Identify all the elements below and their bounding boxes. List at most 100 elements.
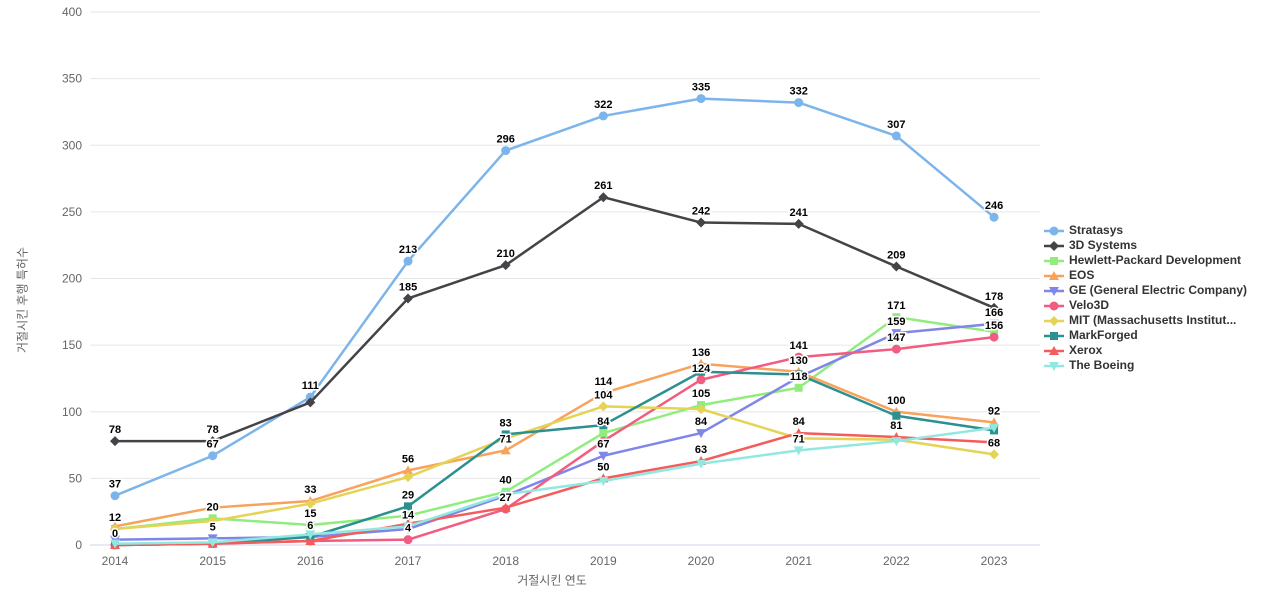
data-label: 84 [793,416,806,428]
data-label: 12 [109,512,121,524]
data-label: 15 [304,508,316,520]
data-label: 50 [597,461,609,473]
series-markforged [111,367,999,549]
legend-label: 3D Systems [1069,238,1138,252]
data-label: 141 [790,340,808,352]
data-label: 33 [304,484,316,496]
data-label: 29 [402,489,414,501]
data-label: 63 [695,444,707,456]
y-tick-label: 50 [69,471,83,485]
data-label: 213 [399,244,417,256]
data-label: 100 [887,395,905,407]
legend: Stratasys 3D Systems Hewlett-Packard Devel… [1044,223,1247,373]
x-tick-label: 2020 [688,554,715,568]
data-label: 71 [500,433,512,445]
legend-item-xerox[interactable]: Xerox [1044,343,1247,358]
data-label: 83 [500,417,512,429]
data-label: 78 [109,424,121,436]
data-label: 104 [594,389,613,401]
legend-item-markforged[interactable]: MarkForged [1044,328,1247,343]
data-label: 210 [497,248,515,260]
legend-item-mit-massachusetts-institut[interactable]: MIT (Massachusetts Institut... [1044,313,1247,328]
data-label: 185 [399,281,417,293]
legend-marker-icon [1044,361,1064,371]
data-label: 159 [887,316,905,328]
y-tick-label: 0 [75,538,82,552]
data-label: 27 [500,492,512,504]
data-label: 242 [692,206,710,218]
data-label: 114 [594,376,613,388]
x-tick-label: 2015 [199,554,226,568]
data-label: 322 [594,99,612,111]
legend-item-velo3d[interactable]: Velo3D [1044,298,1247,313]
series-ge-general-electric-company [110,319,1000,545]
legend-marker-icon [1044,240,1064,251]
y-tick-label: 200 [62,272,82,286]
data-label: 130 [790,355,808,367]
series-velo3d [110,332,999,550]
legend-item-the-boeing[interactable]: The Boeing [1044,358,1247,373]
data-label: 14 [402,509,415,521]
data-label: 111 [302,380,319,392]
x-axis-title: 거절시킨 연도 [517,573,587,588]
x-tick-label: 2017 [395,554,422,568]
legend-item-hewlett-packard-development[interactable]: Hewlett-Packard Development [1044,253,1247,268]
legend-label: The Boeing [1069,358,1135,372]
legend-marker-icon [1044,226,1064,235]
legend-label: Velo3D [1069,298,1110,312]
data-label: 84 [597,416,610,428]
y-tick-label: 100 [62,405,82,419]
y-axis-title: 거절시킨 후행 특허수 [15,246,30,354]
legend-item-eos[interactable]: EOS [1044,268,1247,283]
data-label: 241 [790,207,808,219]
y-tick-label: 250 [62,205,82,219]
data-label: 118 [790,371,808,383]
x-tick-label: 2019 [590,554,617,568]
data-label: 261 [594,180,612,192]
legend-item-3d-systems[interactable]: 3D Systems [1044,238,1247,253]
data-label: 37 [109,479,121,491]
x-tick-label: 2014 [102,554,129,568]
data-label: 178 [985,291,1003,303]
series-mit-massachusetts-institut [110,401,1000,535]
data-label: 296 [497,134,515,146]
y-tick-label: 400 [62,5,82,19]
data-label: 307 [887,119,905,131]
legend-label: EOS [1069,268,1095,282]
legend-marker-icon [1044,270,1064,280]
x-tick-label: 2021 [785,554,812,568]
legend-label: Stratasys [1069,223,1124,237]
legend-marker-icon [1044,286,1064,296]
data-label: 78 [207,424,219,436]
data-label: 84 [695,416,708,428]
data-label: 71 [793,433,805,445]
data-label: 5 [210,521,216,533]
data-label: 67 [597,439,609,451]
series-stratasys [110,94,999,501]
x-tick-label: 2023 [981,554,1008,568]
y-tick-label: 150 [62,338,82,352]
data-label: 166 [985,307,1003,319]
data-label: 68 [988,437,1000,449]
data-label: 246 [985,200,1003,212]
data-label: 105 [692,388,710,400]
legend-marker-icon [1044,345,1064,355]
legend-label: MarkForged [1069,328,1138,342]
legend-item-ge-general-electric-company[interactable]: GE (General Electric Company) [1044,283,1247,298]
data-label: 6 [307,520,313,532]
data-label: 0 [112,528,118,540]
x-tick-labels: 2014 2015 2016 2017 2018 2019 2020 2021 2022 2023 [102,554,1008,568]
data-label: 335 [692,82,710,94]
data-label: 332 [790,86,808,98]
data-label: 147 [887,332,905,344]
legend-item-stratasys[interactable]: Stratasys [1044,223,1247,238]
data-label: 171 [887,300,905,312]
x-tick-label: 2018 [492,554,519,568]
legend-marker-icon [1044,301,1064,310]
x-tick-label: 2016 [297,554,324,568]
data-label: 67 [207,439,219,451]
